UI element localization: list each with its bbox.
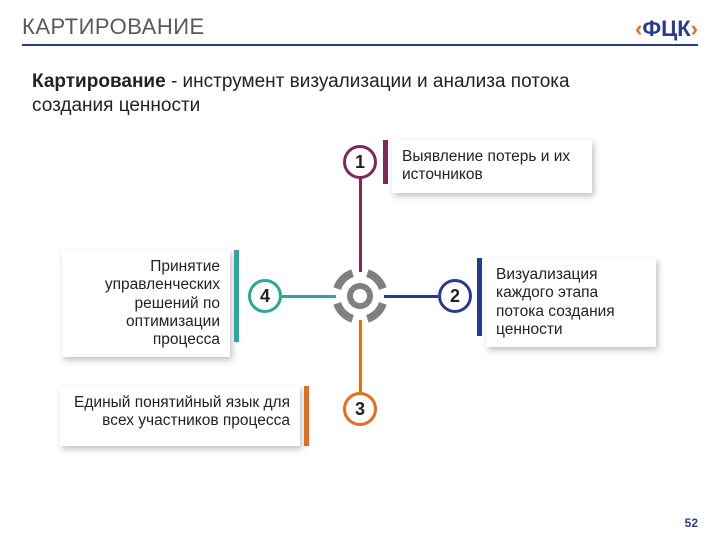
card-accent [477, 258, 482, 336]
logo-bracket-close: › [691, 16, 698, 41]
spoke-line [359, 176, 362, 272]
page-number: 52 [685, 516, 698, 530]
header-rule [22, 44, 698, 46]
step-card-4: Принятие управленческих решений по оптим… [62, 250, 230, 357]
step-node-3: 3 [343, 392, 377, 426]
card-accent [383, 140, 388, 184]
step-card-2: Визуализация каждого этапа потока создан… [486, 258, 656, 347]
logo-text: ФЦК [642, 16, 690, 41]
card-accent [234, 250, 239, 342]
slide: КАРТИРОВАНИЕ ‹ФЦК› Картирование - инстру… [0, 0, 720, 540]
step-node-4: 4 [248, 279, 282, 313]
header: КАРТИРОВАНИЕ ‹ФЦК› [0, 12, 720, 48]
step-node-1: 1 [343, 145, 377, 179]
step-card-3: Единый понятийный язык для всех участник… [60, 386, 300, 446]
hub-icon [328, 264, 392, 328]
step-node-2: 2 [438, 279, 472, 313]
spoke-line [384, 295, 438, 298]
subtitle-bold: Картирование [32, 71, 166, 92]
spoke-line [282, 295, 336, 298]
mapping-diagram: 1 Выявление потерь и их источников 2 Визуал… [0, 110, 720, 490]
page-title: КАРТИРОВАНИЕ [22, 14, 205, 40]
logo: ‹ФЦК› [635, 16, 698, 42]
spoke-line [359, 320, 362, 392]
step-card-1: Выявление потерь и их источников [392, 140, 592, 193]
card-accent [304, 386, 309, 446]
